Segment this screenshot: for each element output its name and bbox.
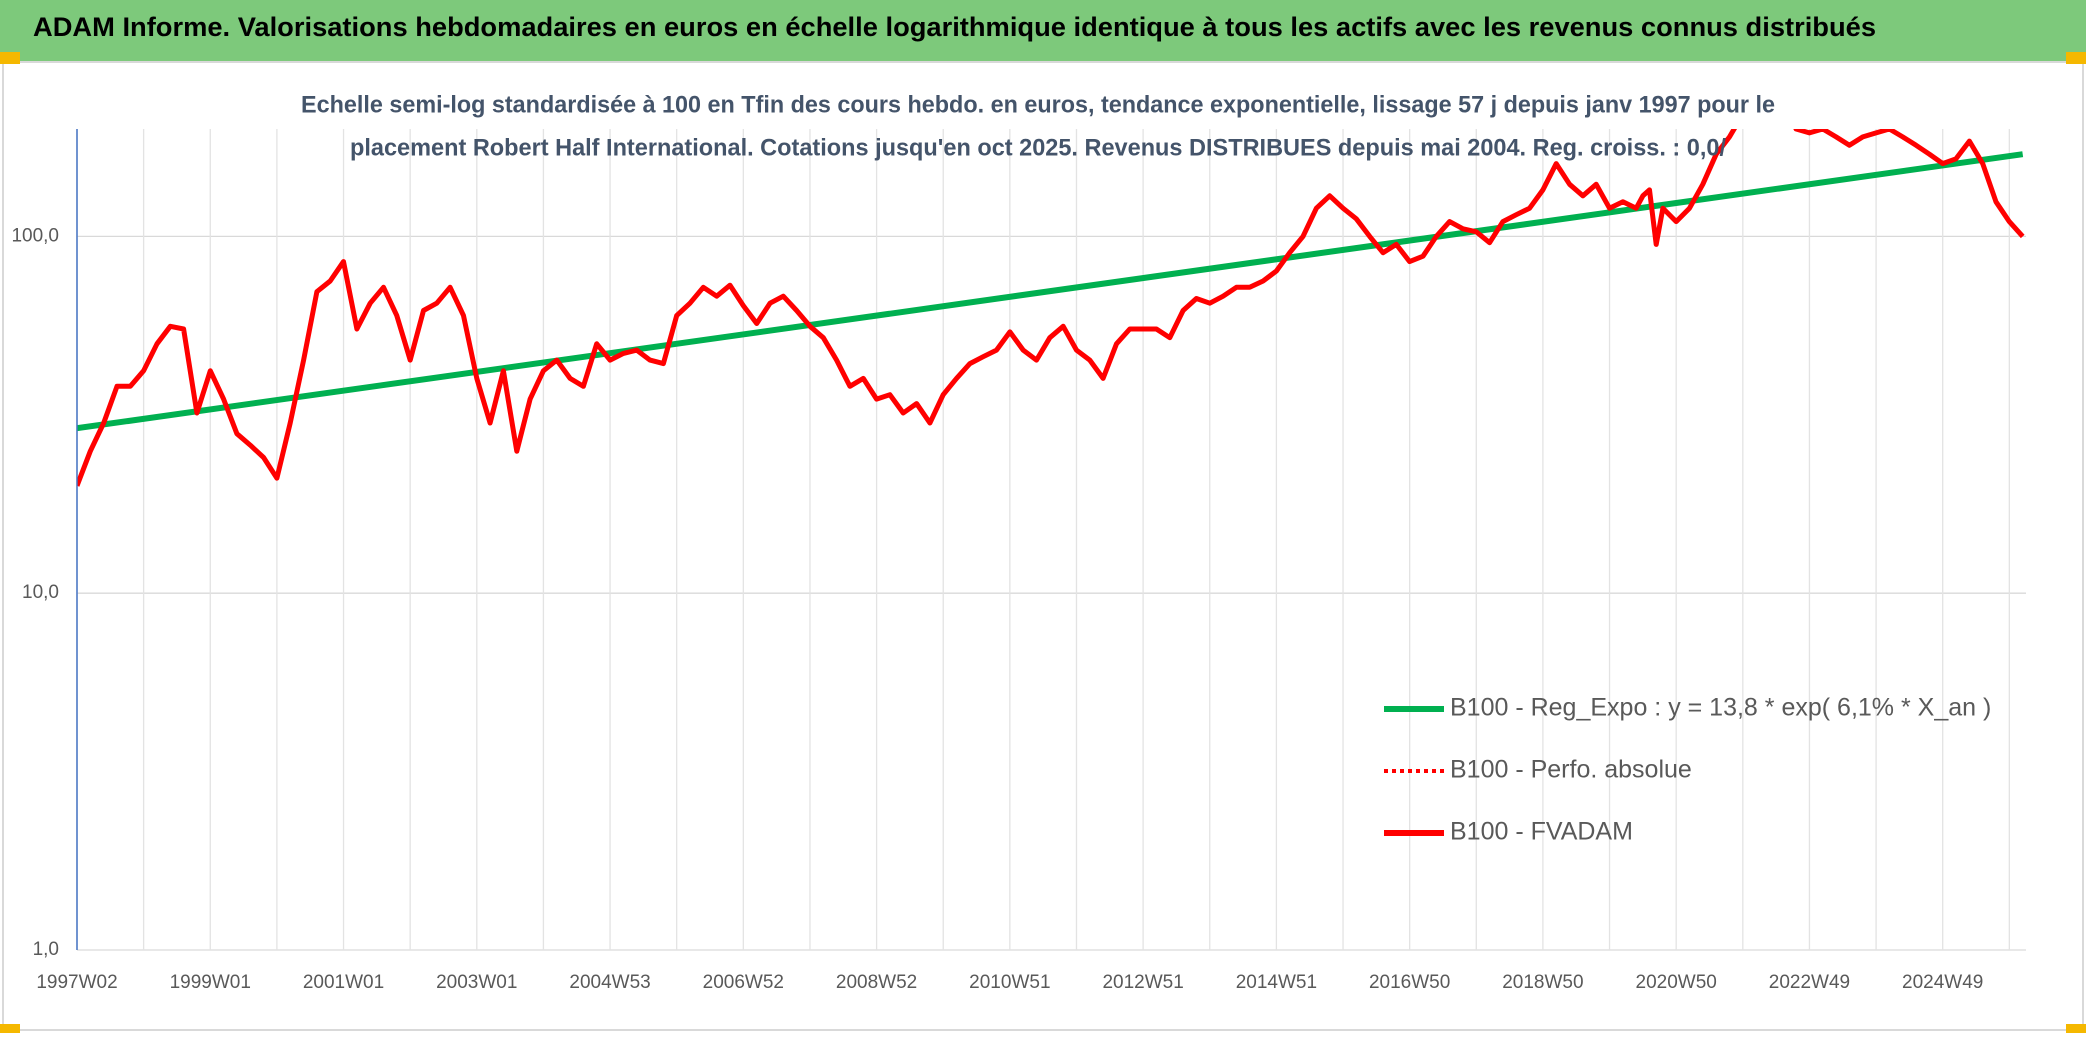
series-line <box>77 151 2024 432</box>
frame <box>2 61 2084 1031</box>
y-tick-label: 10,0 <box>22 582 59 603</box>
chart-title: ADAM Informe. Valorisations hebdomadaire… <box>33 12 1876 42</box>
subtitle: Echelle semi-log standardisée à 100 en T… <box>301 91 1775 118</box>
x-tick-label: 2006W52 <box>703 972 784 993</box>
title-bar <box>0 0 2086 62</box>
y-tick-label: 100,0 <box>11 225 59 246</box>
labels: 1,0 10,0 100,0 1997W02 1999W01 2001W01 2003W01… <box>11 225 1991 993</box>
grid <box>76 129 2026 951</box>
x-tick-label: 2008W52 <box>836 972 917 993</box>
x-tick-label: 2024W49 <box>1902 972 1983 993</box>
x-tick-label: 1997W02 <box>36 972 117 993</box>
x-tick-label: 1999W01 <box>170 972 251 993</box>
corner-mark <box>2066 52 2086 64</box>
plot-area <box>77 129 2025 487</box>
x-tick-label: 2012W51 <box>1102 972 1183 993</box>
corner-mark <box>2066 1024 2086 1033</box>
x-tick-label: 2003W01 <box>436 972 517 993</box>
x-tick-label: 2004W53 <box>569 972 650 993</box>
x-tick-label: 2018W50 <box>1502 972 1583 993</box>
x-tick-label: 2020W50 <box>1636 972 1717 993</box>
x-tick-label: 2014W51 <box>1236 972 1317 993</box>
y-tick-label: 1,0 <box>33 939 59 960</box>
x-tick-label: 2010W51 <box>969 972 1050 993</box>
series-line <box>77 129 2025 487</box>
legend-label: B100 - Reg_Expo : y = 13,8 * exp( 6,1% *… <box>1450 694 1991 722</box>
corner-mark <box>0 1024 20 1033</box>
corner-mark <box>0 52 20 64</box>
legend-label: B100 - Perfo. absolue <box>1450 756 1692 784</box>
x-tick-label: 2001W01 <box>303 972 384 993</box>
x-tick-label: 2022W49 <box>1769 972 1850 993</box>
subtitle: placement Robert Half International. Cot… <box>350 134 1726 161</box>
legend-label: B100 - FVADAM <box>1450 818 1633 846</box>
x-tick-label: 2016W50 <box>1369 972 1450 993</box>
